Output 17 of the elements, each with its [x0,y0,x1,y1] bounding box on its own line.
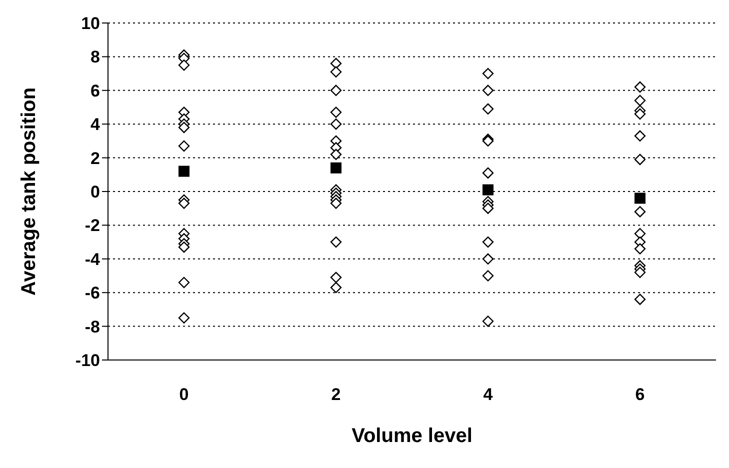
y-tick-label: 4 [90,115,101,134]
x-axis-title: Volume level [352,425,472,447]
y-tick-label: 10 [81,14,100,34]
x-tick-label: 4 [483,385,494,404]
y-tick-label: 0 [90,182,100,202]
y-tick-label: 6 [90,81,100,100]
x-tick-label: 6 [635,385,645,404]
y-tick-label: -4 [84,250,101,269]
x-tick-label: 0 [179,385,189,404]
y-axis-title: Average tank position [18,87,40,296]
x-tick-label: 2 [331,385,341,404]
y-tick-label: -10 [75,351,100,370]
y-tick-label: 8 [90,48,100,67]
y-tick-label: -2 [84,216,100,236]
y-tick-label: 2 [90,148,100,168]
y-tick-label: -6 [84,284,100,303]
y-tick-label: -8 [84,317,100,336]
